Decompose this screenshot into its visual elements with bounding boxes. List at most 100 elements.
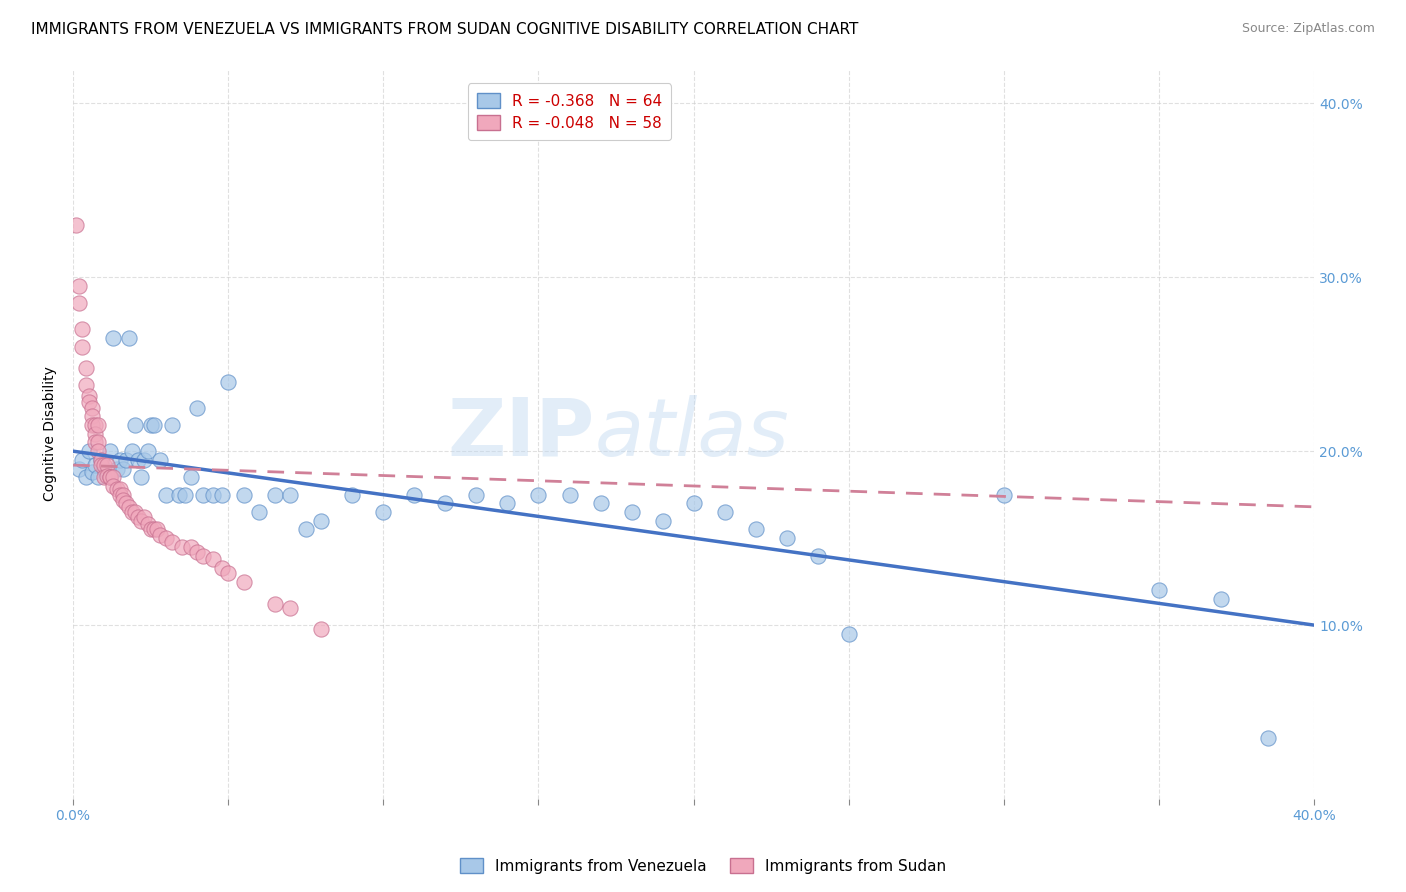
Point [80,401,103,415]
Point [589,496,612,510]
Point [404,488,426,502]
Point [149,527,172,541]
Point [162,534,184,549]
Point [96,465,118,479]
Text: Source: ZipAtlas.com: Source: ZipAtlas.com [1241,22,1375,36]
Point [139,418,162,433]
Point [80,418,103,433]
Point [186,545,208,559]
Point [67,296,90,310]
Point [180,470,202,484]
Point [111,488,134,502]
Point [311,514,333,528]
Point [80,409,103,424]
Point [93,461,115,475]
Point [83,458,105,472]
Point [127,453,149,467]
Point [465,488,488,502]
Point [342,488,364,502]
Point [111,461,134,475]
Point [131,514,153,528]
Point [121,505,143,519]
Point [201,552,224,566]
Point [136,444,159,458]
Point [193,488,215,502]
Point [496,496,519,510]
Point [87,435,110,450]
Point [180,540,202,554]
Point [201,488,224,502]
Point [75,360,97,375]
Point [1257,731,1279,746]
Point [72,322,94,336]
Point [713,505,735,519]
Point [776,531,799,545]
Point [193,549,215,563]
Point [108,453,131,467]
Point [98,470,121,484]
Point [67,461,90,475]
Point [558,488,581,502]
Point [77,444,100,458]
Point [77,388,100,402]
Legend: R = -0.368   N = 64, R = -0.048   N = 58: R = -0.368 N = 64, R = -0.048 N = 58 [468,84,671,140]
Point [527,488,550,502]
Point [1209,592,1232,607]
Point [83,435,105,450]
Point [682,496,704,510]
Point [83,426,105,441]
Point [98,444,121,458]
Point [80,465,103,479]
Point [149,453,172,467]
Point [65,218,87,232]
Point [96,468,118,483]
Point [651,514,673,528]
Point [155,531,177,545]
Point [77,395,100,409]
Point [103,331,125,345]
Y-axis label: Cognitive Disability: Cognitive Disability [44,367,58,501]
Point [173,488,195,502]
Point [114,496,136,510]
Point [278,600,301,615]
Point [103,470,125,484]
Point [838,627,860,641]
Point [620,505,643,519]
Point [127,510,149,524]
Point [155,488,177,502]
Point [72,340,94,354]
Point [146,523,169,537]
Point [121,444,143,458]
Point [87,418,110,433]
Point [211,488,233,502]
Point [124,505,146,519]
Point [103,479,125,493]
Point [72,453,94,467]
Point [993,488,1015,502]
Point [118,500,141,514]
Point [247,505,270,519]
Point [294,523,316,537]
Point [90,458,112,472]
Point [211,560,233,574]
Point [263,488,285,502]
Point [263,597,285,611]
Point [1147,583,1170,598]
Point [124,418,146,433]
Point [807,549,830,563]
Point [118,331,141,345]
Point [186,401,208,415]
Point [108,483,131,497]
Point [93,458,115,472]
Point [105,483,128,497]
Point [139,523,162,537]
Point [111,492,134,507]
Point [142,418,165,433]
Point [744,523,766,537]
Point [83,418,105,433]
Point [87,444,110,458]
Text: ZIP: ZIP [447,395,595,473]
Point [136,517,159,532]
Point [108,488,131,502]
Point [105,461,128,475]
